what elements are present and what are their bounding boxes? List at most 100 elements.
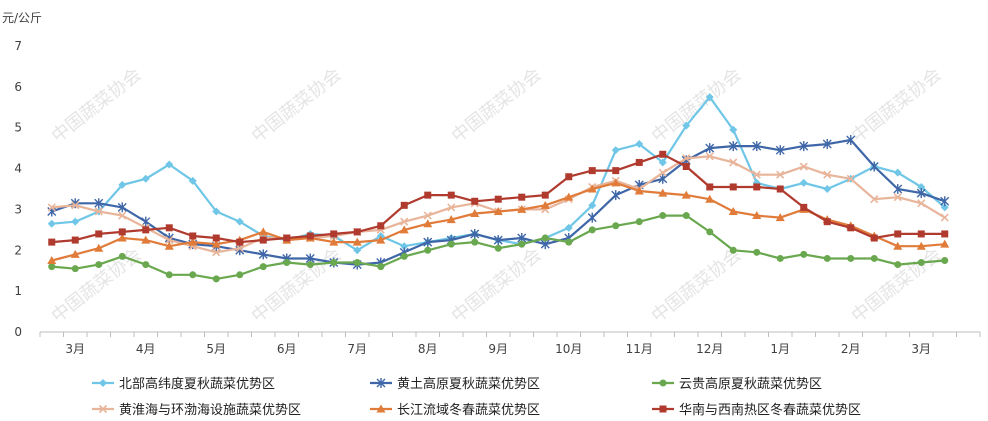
data-point — [612, 222, 620, 230]
legend-label: 长江流域冬春蔬菜优势区 — [397, 402, 540, 418]
x-tick-label: 11月 — [626, 342, 653, 356]
axes — [39, 331, 981, 337]
data-point — [95, 230, 103, 238]
data-point — [330, 259, 338, 267]
watermark-text: 中国蔬菜协会 — [448, 244, 546, 327]
data-point — [917, 199, 926, 208]
legend: 北部高纬度夏秋蔬菜优势区 黄土高原夏秋蔬菜优势区 云贵高原夏秋蔬菜优势区黄淮海与环渤… — [92, 376, 861, 418]
data-point — [424, 191, 432, 199]
data-point — [471, 238, 479, 246]
data-point — [706, 183, 714, 191]
watermark-text: 中国蔬菜协会 — [848, 244, 946, 327]
data-point — [729, 183, 737, 191]
data-point — [823, 185, 832, 193]
legend-label: 黄淮海与环渤海设施蔬菜优势区 — [119, 402, 301, 418]
data-point — [588, 167, 596, 175]
data-point — [870, 195, 879, 204]
data-point — [941, 230, 949, 238]
data-point — [658, 158, 667, 167]
legend-marker — [659, 405, 667, 413]
data-point — [306, 261, 314, 269]
series-layer — [47, 93, 950, 283]
data-point — [705, 143, 715, 154]
data-point — [400, 252, 408, 260]
data-point — [377, 222, 385, 230]
data-point — [869, 161, 879, 172]
data-point — [846, 174, 855, 183]
data-point — [446, 215, 456, 224]
data-point — [306, 232, 314, 240]
data-point — [399, 225, 409, 234]
data-point — [470, 228, 480, 239]
data-point — [541, 234, 549, 242]
data-point — [752, 170, 761, 179]
series-3 — [48, 212, 949, 283]
data-point — [212, 207, 221, 216]
data-point — [376, 235, 386, 244]
legend-label: 北部高纬度夏秋蔬菜优势区 — [119, 376, 275, 392]
data-point — [847, 224, 855, 232]
data-point — [564, 223, 573, 232]
data-point — [894, 230, 902, 238]
data-point — [775, 145, 785, 156]
x-tick-label: 3月 — [911, 342, 931, 356]
y-tick-label: 7 — [14, 39, 22, 53]
y-tick-label: 5 — [14, 121, 22, 135]
data-point — [682, 154, 691, 163]
data-point — [729, 158, 738, 167]
legend-item: 黄土高原夏秋蔬菜优势区 — [370, 376, 540, 392]
data-point — [447, 203, 456, 212]
data-point — [95, 261, 103, 269]
data-point — [447, 240, 455, 248]
data-point — [47, 219, 56, 228]
data-point — [94, 207, 103, 216]
data-point — [706, 228, 714, 236]
data-point — [799, 178, 808, 187]
x-tick-label: 5月 — [206, 342, 226, 356]
watermark-text: 中国蔬菜协会 — [48, 64, 146, 147]
legend-item: 长江流域冬春蔬菜优势区 — [370, 402, 540, 418]
data-point — [870, 234, 878, 242]
data-point — [71, 217, 80, 226]
legend-marker — [376, 404, 386, 413]
data-point — [634, 186, 644, 195]
data-point — [753, 248, 761, 256]
data-point — [917, 182, 926, 191]
data-point — [540, 200, 550, 209]
data-point — [893, 184, 903, 194]
data-point — [47, 203, 56, 212]
data-point — [259, 263, 267, 271]
data-point — [165, 224, 173, 232]
data-point — [71, 236, 79, 244]
data-point — [117, 202, 127, 213]
x-tick-label: 3月 — [65, 342, 85, 356]
data-point — [236, 238, 244, 246]
data-point — [400, 217, 409, 226]
data-point — [588, 226, 596, 234]
data-point — [729, 246, 737, 254]
data-point — [729, 125, 738, 134]
data-point — [165, 236, 174, 245]
data-point — [258, 249, 268, 260]
data-point — [212, 234, 220, 242]
data-point — [940, 203, 949, 212]
watermark-text: 中国蔬菜协会 — [48, 244, 146, 327]
data-point — [165, 271, 173, 279]
data-point — [822, 139, 832, 150]
data-point — [118, 211, 127, 220]
data-point — [141, 174, 150, 183]
data-point — [258, 227, 268, 236]
x-tick-label: 12月 — [696, 342, 723, 356]
legend-item: 北部高纬度夏秋蔬菜优势区 — [92, 376, 275, 392]
data-point — [847, 254, 855, 262]
data-point — [189, 271, 197, 279]
data-point — [118, 180, 127, 189]
data-point — [189, 232, 197, 240]
data-point — [776, 185, 784, 193]
y-tick-label: 0 — [14, 325, 22, 339]
data-point — [118, 252, 126, 260]
data-point — [635, 158, 643, 166]
data-point — [941, 257, 949, 264]
data-point — [705, 194, 715, 203]
